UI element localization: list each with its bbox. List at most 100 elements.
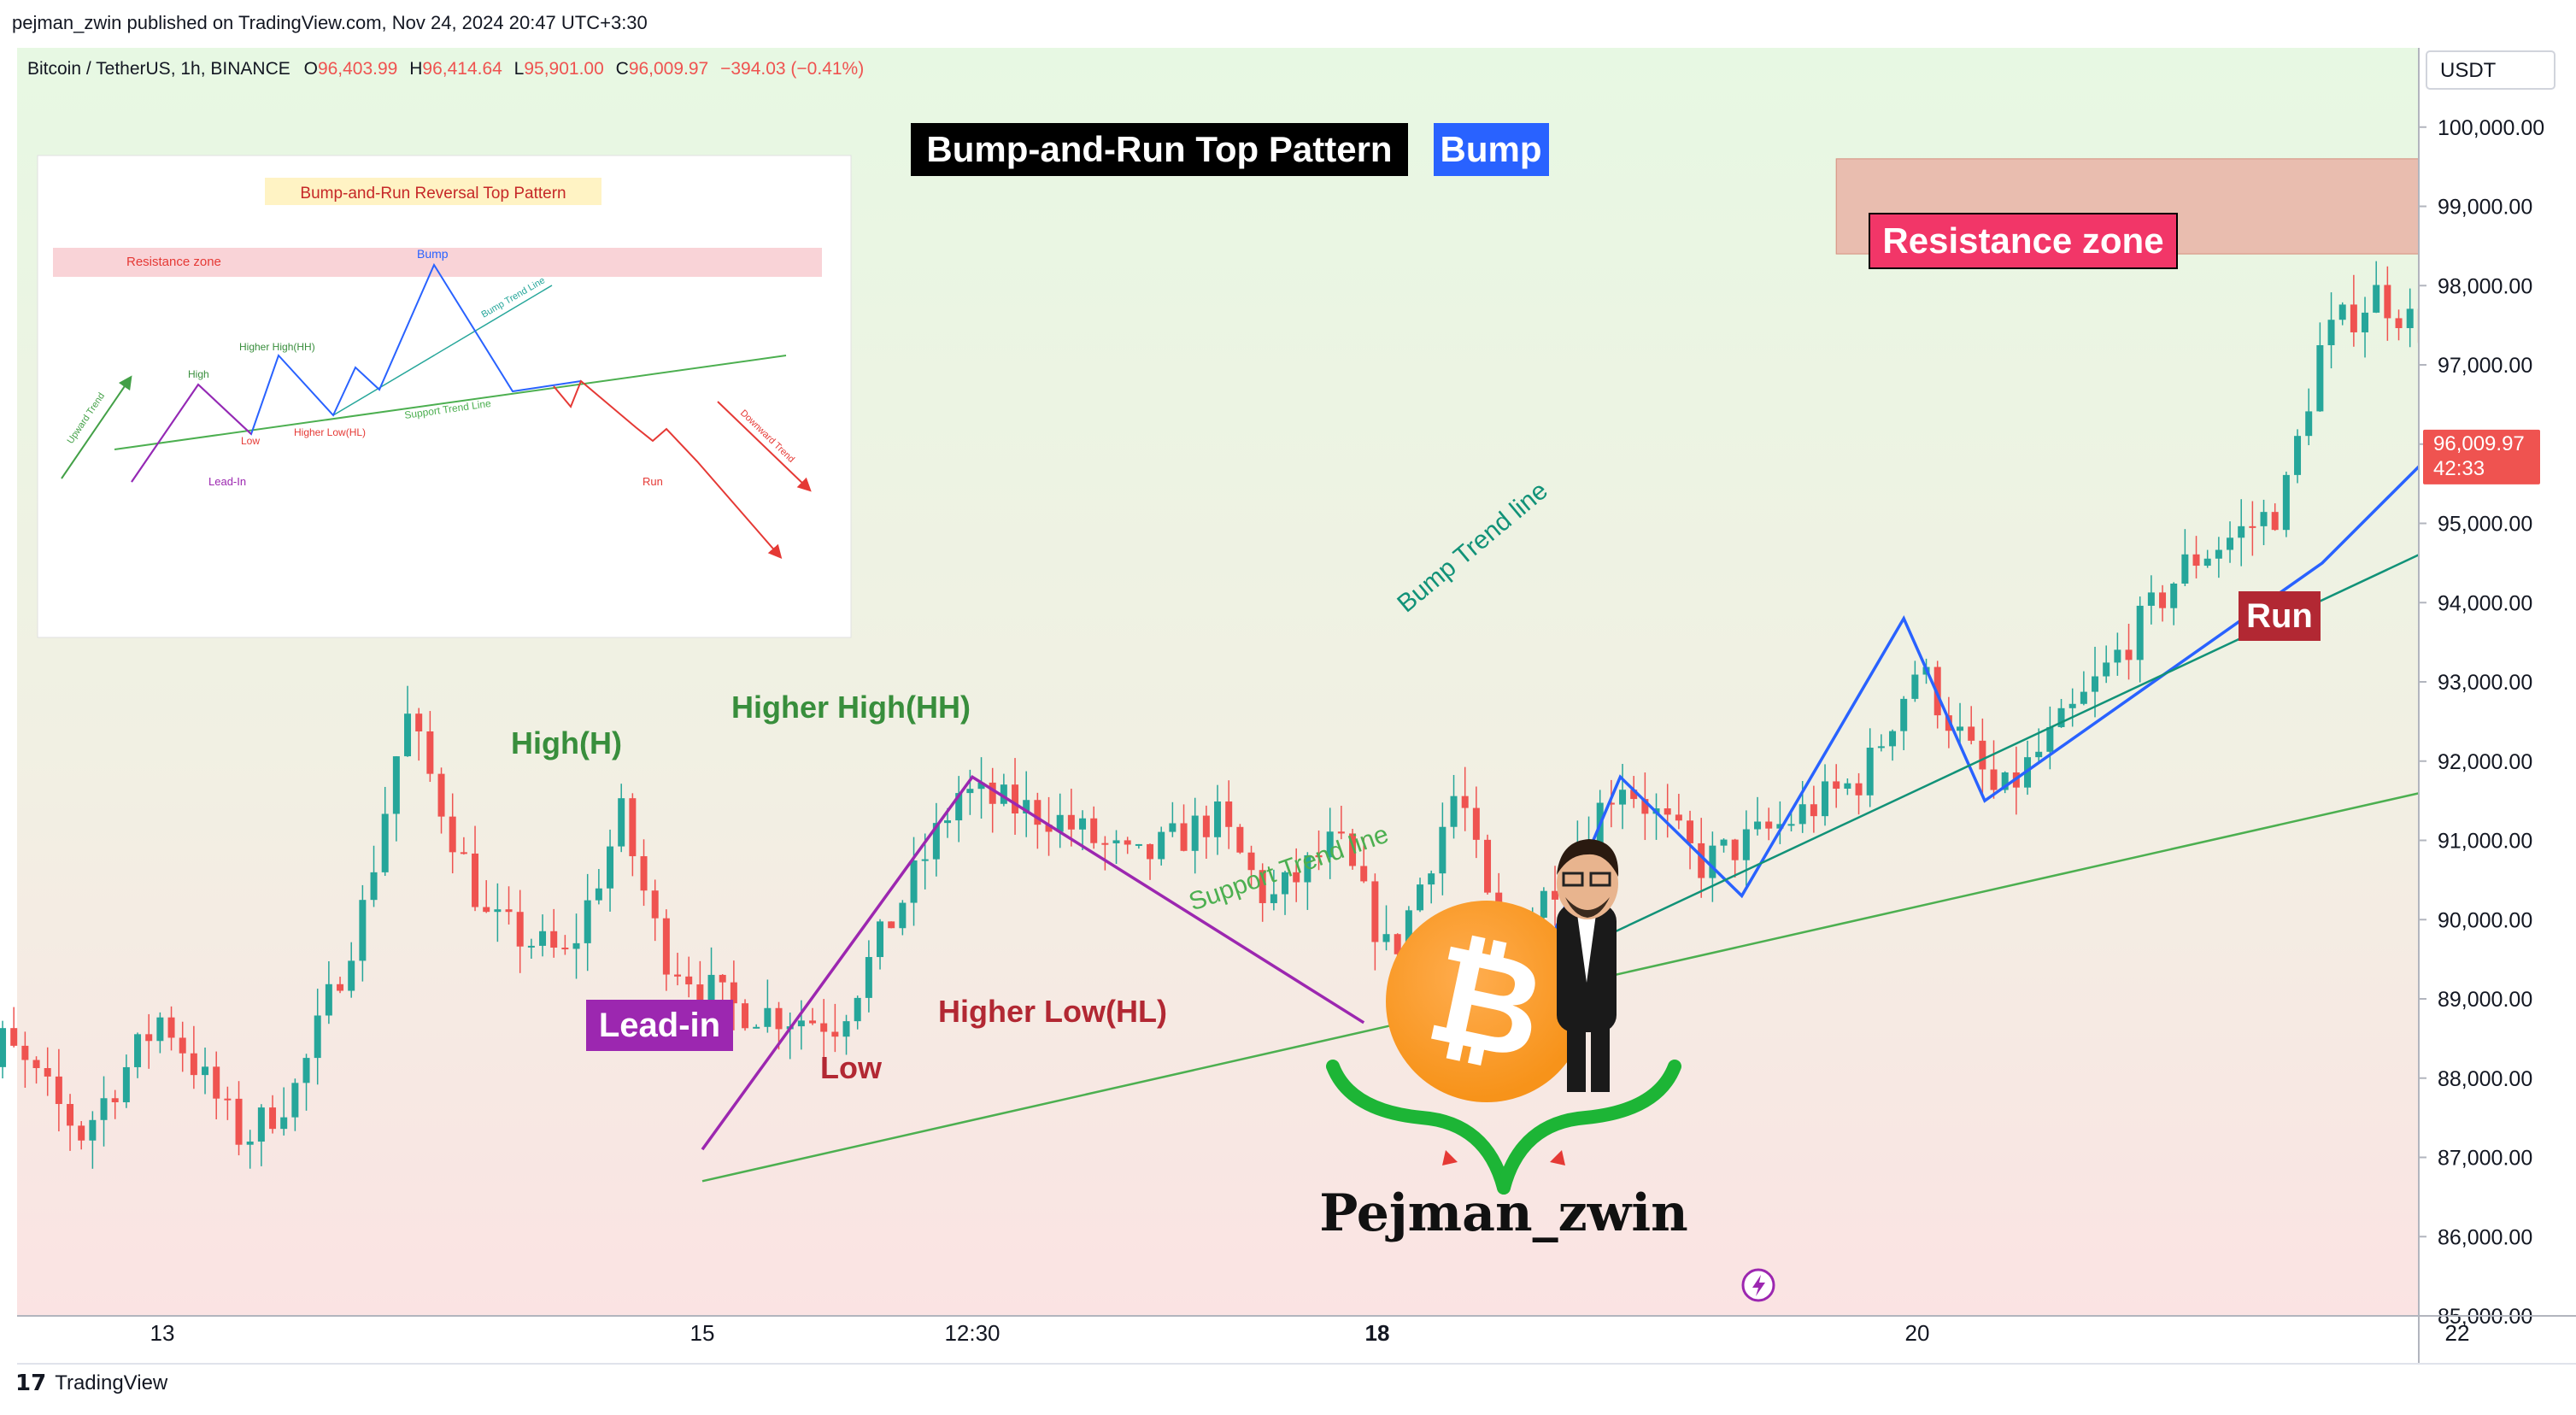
change-value: −394.03 (−0.41%) bbox=[720, 59, 864, 79]
candle bbox=[2338, 302, 2346, 326]
time-tick-label: 20 bbox=[1905, 1320, 1930, 1346]
candle bbox=[831, 1003, 839, 1053]
candle bbox=[404, 685, 412, 757]
candle bbox=[134, 1032, 142, 1078]
candle bbox=[1012, 758, 1019, 835]
candle bbox=[1461, 766, 1469, 831]
candle bbox=[1472, 786, 1480, 859]
candle bbox=[156, 1012, 164, 1054]
candle bbox=[966, 769, 974, 815]
candle bbox=[269, 1095, 277, 1134]
candle bbox=[1687, 810, 1694, 870]
candle bbox=[674, 953, 682, 986]
svg-text:Run: Run bbox=[2246, 597, 2313, 635]
candle bbox=[1664, 784, 1671, 838]
candle bbox=[1968, 706, 1975, 745]
candle bbox=[2147, 575, 2155, 625]
candle bbox=[1844, 778, 1851, 796]
countdown-label: 42:33 bbox=[2433, 457, 2485, 480]
higher-high-label: Higher High(HH) bbox=[731, 690, 971, 725]
run-label: Run bbox=[2239, 591, 2321, 641]
last-price-tag: 96,009.97 42:33 bbox=[2423, 429, 2540, 484]
price-tick-label: 92,000.00 bbox=[2438, 750, 2532, 774]
candle bbox=[257, 1104, 265, 1166]
candle bbox=[1450, 774, 1458, 839]
candle bbox=[618, 784, 625, 853]
tradingview-logo-icon[interactable]: 17 bbox=[15, 1371, 47, 1396]
lightning-icon[interactable] bbox=[1741, 1268, 1775, 1302]
candle bbox=[2327, 292, 2335, 369]
candle bbox=[1911, 661, 1919, 702]
candle bbox=[1236, 824, 1244, 854]
candle bbox=[2068, 688, 2076, 727]
candle bbox=[483, 880, 490, 913]
candle bbox=[584, 873, 591, 972]
candle bbox=[561, 935, 569, 955]
candle bbox=[2316, 322, 2324, 412]
candle bbox=[494, 883, 502, 942]
inset-illustration: Bump-and-Run Reversal Top Pattern Resist… bbox=[37, 155, 852, 638]
candle bbox=[2260, 499, 2268, 546]
candle bbox=[1191, 797, 1199, 874]
candle bbox=[1090, 806, 1098, 849]
candle bbox=[2159, 584, 2167, 622]
candle bbox=[2215, 537, 2222, 578]
price-axis-panel[interactable] bbox=[2420, 48, 2576, 1316]
candle bbox=[1112, 830, 1120, 865]
last-price-label: 96,009.97 bbox=[2433, 432, 2525, 455]
candle bbox=[2114, 632, 2121, 676]
svg-text:Lead-in: Lead-in bbox=[599, 1007, 720, 1044]
candle bbox=[640, 839, 648, 907]
candle bbox=[505, 886, 513, 925]
candle bbox=[1337, 806, 1345, 840]
price-tick-label: 90,000.00 bbox=[2438, 908, 2532, 932]
price-tick-label: 99,000.00 bbox=[2438, 196, 2532, 220]
lead-in-line[interactable] bbox=[701, 774, 1365, 1151]
low-label: Low bbox=[820, 1050, 883, 1085]
candle bbox=[1000, 773, 1007, 807]
higher-low-label: Higher Low(HL) bbox=[938, 994, 1167, 1029]
candle bbox=[1484, 834, 1492, 895]
candle bbox=[1034, 792, 1042, 849]
candle bbox=[32, 1056, 40, 1084]
candle bbox=[1641, 772, 1649, 841]
candle bbox=[820, 999, 828, 1061]
bump-line[interactable] bbox=[1537, 159, 2576, 968]
currency-box[interactable] bbox=[2426, 50, 2555, 90]
candle bbox=[1754, 796, 1762, 836]
candle bbox=[100, 1076, 108, 1147]
candle bbox=[2350, 274, 2357, 347]
inset-higher-low-label: Higher Low(HL) bbox=[294, 426, 366, 438]
candle bbox=[1282, 870, 1289, 915]
candle bbox=[2249, 501, 2256, 556]
candle bbox=[1889, 729, 1897, 761]
inset-lead-in-label: Lead-In bbox=[208, 475, 246, 488]
inset-low-label: Low bbox=[241, 435, 260, 447]
candle bbox=[1147, 843, 1154, 880]
time-axis-panel[interactable] bbox=[17, 1316, 2418, 1364]
publish-line: pejman_zwin published on TradingView.com… bbox=[12, 12, 648, 33]
support-trend-line-line[interactable] bbox=[701, 491, 2576, 1183]
time-tick-label: 13 bbox=[150, 1320, 175, 1346]
price-tick-label: 89,000.00 bbox=[2438, 988, 2532, 1012]
candle bbox=[977, 757, 985, 819]
candle bbox=[1124, 837, 1131, 854]
candle bbox=[89, 1111, 97, 1169]
open-value: 96,403.99 bbox=[318, 59, 397, 79]
footer: 17 TradingView bbox=[15, 1371, 167, 1396]
candle bbox=[842, 1014, 850, 1055]
candle bbox=[190, 1025, 197, 1089]
candle bbox=[1326, 807, 1334, 879]
ohlc-bar: Bitcoin / TetherUS, 1h, BINANCE O96,403.… bbox=[27, 59, 864, 79]
candle bbox=[1731, 838, 1739, 878]
candle bbox=[1293, 848, 1300, 902]
candle bbox=[381, 786, 389, 877]
candle bbox=[1202, 805, 1210, 859]
candle bbox=[1675, 794, 1682, 830]
symbol-name: Bitcoin / TetherUS, 1h, BINANCE bbox=[27, 59, 290, 79]
candle bbox=[1180, 804, 1188, 852]
candle bbox=[2271, 503, 2279, 531]
price-tick-label: 91,000.00 bbox=[2438, 830, 2532, 854]
candle bbox=[1067, 789, 1075, 847]
